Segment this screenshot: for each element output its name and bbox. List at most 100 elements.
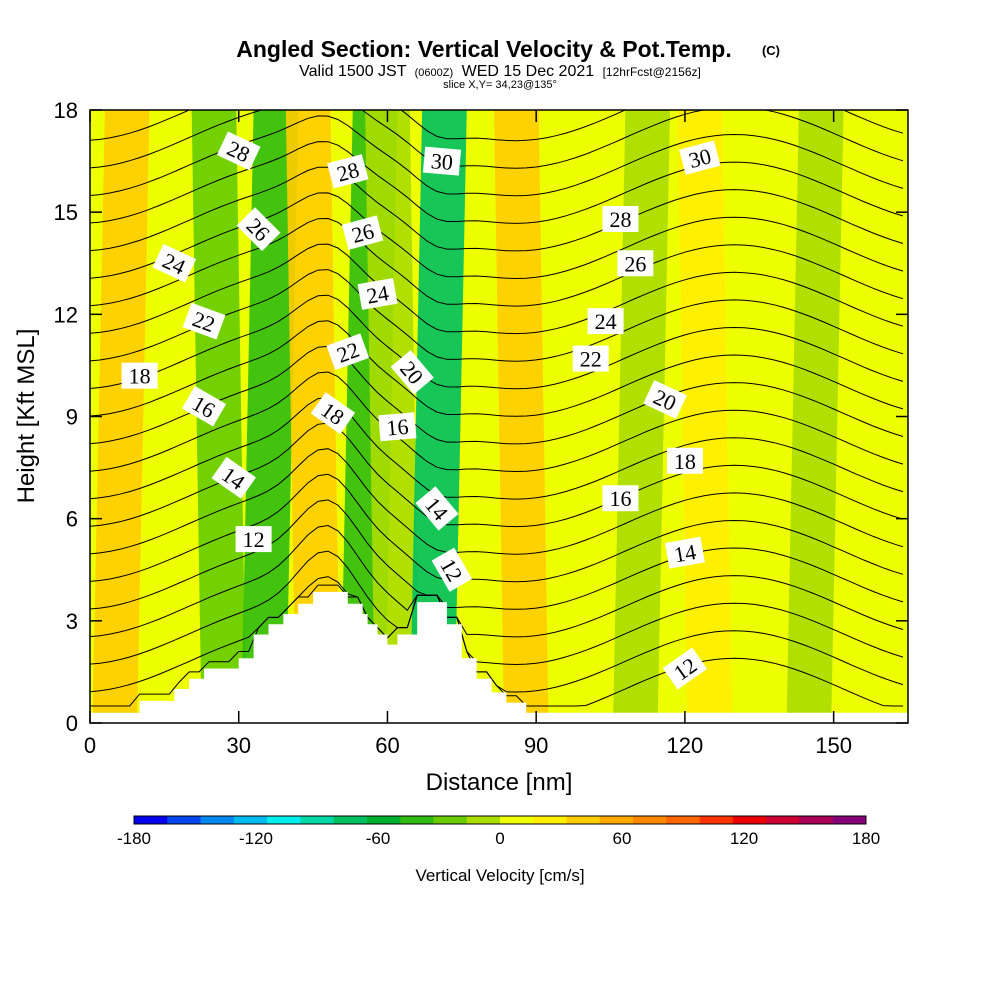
colorbar-title: Vertical Velocity [cm/s] xyxy=(415,866,584,885)
contour-label: 22 xyxy=(326,333,370,371)
contour-label-text: 18 xyxy=(129,364,151,389)
colorbar-tick-label: -60 xyxy=(366,829,391,848)
contour-label-box xyxy=(310,392,356,435)
theta-contour-line xyxy=(90,243,904,335)
x-tick-label: 60 xyxy=(375,733,399,758)
contour-label-text: 22 xyxy=(580,347,602,372)
colorbar-tick-label: -180 xyxy=(117,829,151,848)
contour-label-text: 28 xyxy=(609,207,631,232)
contour-label-box xyxy=(121,362,158,389)
colorbar-swatch xyxy=(699,816,734,824)
chart-subtitle: Valid 1500 JST (0600Z) WED 15 Dec 2021 [… xyxy=(299,63,701,80)
colorbar-swatch xyxy=(566,816,601,824)
x-tick-label: 0 xyxy=(84,733,96,758)
theta-contour-line xyxy=(90,448,904,555)
contour-label-box xyxy=(390,350,434,395)
theta-contour-line xyxy=(90,473,904,583)
valid-date: WED 15 Dec 2021 xyxy=(462,63,595,80)
x-axis: 0 30 60 90 120 150 xyxy=(84,110,852,758)
colorbar-swatch xyxy=(633,816,667,824)
theta-contour-line xyxy=(90,320,904,417)
theta-contour-line xyxy=(90,217,904,307)
contour-label-box xyxy=(378,412,417,442)
contour-label-box xyxy=(664,536,705,569)
contour-label-box xyxy=(422,146,462,176)
colorbar-swatch xyxy=(233,816,268,824)
colorbar-swatch xyxy=(799,816,834,824)
potential-temperature-contours xyxy=(90,110,904,707)
contour-label-text: 24 xyxy=(365,280,391,308)
contour-label: 16 xyxy=(378,412,417,442)
contour-label: 24 xyxy=(587,308,624,335)
contour-label-box xyxy=(662,647,708,690)
contour-label-box xyxy=(327,154,369,189)
colorbar xyxy=(133,815,867,825)
x-axis-title: Distance [nm] xyxy=(426,769,573,796)
contour-label-box xyxy=(666,447,703,474)
contour-label: 22 xyxy=(572,345,609,372)
contour-label-box xyxy=(152,243,197,283)
colorbar-swatch xyxy=(466,816,501,824)
colorbar-swatch xyxy=(533,816,568,824)
contour-label-text: 16 xyxy=(385,414,409,441)
contour-label-box xyxy=(617,250,654,277)
terrain-profile xyxy=(90,591,908,723)
contour-label-text: 30 xyxy=(430,148,454,175)
slice-info: slice X,Y= 34,23@135° xyxy=(443,79,557,91)
theta-contour-line xyxy=(90,576,904,693)
colorbar-swatch xyxy=(167,816,202,824)
contour-label-box xyxy=(431,547,473,592)
contour-label-box xyxy=(572,345,609,372)
contour-label: 16 xyxy=(602,485,639,512)
colorbar-swatch xyxy=(333,816,368,824)
theta-contour-line xyxy=(90,499,904,610)
valid-time: Valid 1500 JST xyxy=(299,63,407,80)
colorbar-swatch xyxy=(300,816,335,824)
y-tick-label: 9 xyxy=(66,405,78,430)
contour-label: 14 xyxy=(664,536,705,569)
theta-contour-line xyxy=(90,397,904,500)
contour-label: 18 xyxy=(121,362,158,389)
x-tick-label: 30 xyxy=(226,733,250,758)
velocity-band xyxy=(92,110,150,723)
x-tick-label: 150 xyxy=(815,733,852,758)
contour-label-box xyxy=(587,308,624,335)
y-tick-label: 0 xyxy=(66,711,78,736)
contour-label-text: 26 xyxy=(624,251,646,276)
contour-label-box xyxy=(415,486,459,531)
contour-label: 26 xyxy=(617,250,654,277)
contour-label-box xyxy=(182,302,226,340)
contour-label: 12 xyxy=(235,526,272,553)
contour-label-box xyxy=(643,380,687,419)
contour-label-text: 18 xyxy=(674,449,696,474)
colorbar-swatch xyxy=(666,816,701,824)
colorbar-swatch xyxy=(200,816,235,824)
x-tick-label: 90 xyxy=(524,733,548,758)
contour-label: 30 xyxy=(679,140,721,175)
copyright-mark: (C) xyxy=(762,43,780,58)
y-tick-label: 15 xyxy=(54,200,78,225)
colorbar-swatch xyxy=(400,816,434,824)
forecast-info: [12hrFcst@2156z] xyxy=(603,65,701,79)
colorbar-tick-label: 120 xyxy=(730,829,758,848)
colorbar-tick-label: 180 xyxy=(852,829,880,848)
y-tick-label: 18 xyxy=(54,98,78,123)
valid-utc: (0600Z) xyxy=(415,67,454,79)
contour-label-text: 12 xyxy=(243,527,265,552)
contour-label-box xyxy=(326,333,370,371)
colorbar-tick-label: 60 xyxy=(613,829,632,848)
contour-label-text: 16 xyxy=(609,486,631,511)
velocity-band xyxy=(677,110,733,723)
contour-label: 24 xyxy=(357,277,398,310)
y-tick-label: 6 xyxy=(66,507,78,532)
contour-label-box xyxy=(211,456,256,499)
colorbar-swatch xyxy=(599,816,634,824)
colorbar-tick-label: 0 xyxy=(495,829,504,848)
chart-title: Angled Section: Vertical Velocity & Pot.… xyxy=(236,36,731,62)
y-axis: 0 3 6 9 12 15 18 xyxy=(54,98,908,736)
colorbar-swatch xyxy=(500,816,534,824)
contour-label: 30 xyxy=(422,146,462,176)
contour-label: 28 xyxy=(327,154,369,189)
colorbar-swatch xyxy=(267,816,301,824)
